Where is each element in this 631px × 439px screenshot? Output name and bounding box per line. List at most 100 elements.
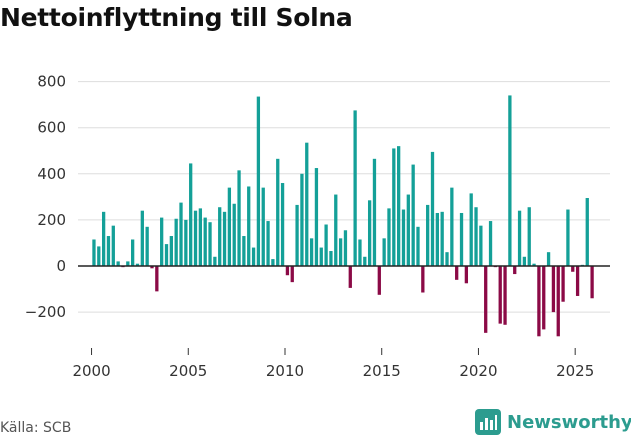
bar	[247, 186, 251, 266]
x-tick-label: 2015	[363, 362, 401, 380]
bar	[469, 193, 473, 266]
bar	[314, 168, 319, 266]
bar	[392, 148, 396, 266]
bar	[546, 252, 551, 266]
bar	[203, 217, 207, 266]
bar	[575, 266, 580, 296]
bar	[590, 266, 594, 299]
bar	[242, 236, 246, 266]
bar	[358, 239, 362, 266]
y-tick-label: −200	[25, 303, 66, 321]
bar	[430, 151, 435, 266]
bar	[334, 194, 338, 266]
bar	[416, 226, 420, 266]
bar	[256, 96, 261, 266]
bar	[571, 266, 575, 272]
bar	[363, 256, 367, 266]
bar	[542, 266, 546, 330]
bar	[135, 263, 140, 266]
bars	[92, 95, 594, 337]
bar	[513, 266, 517, 275]
bar	[387, 208, 391, 267]
brand-logo: Newsworthy	[475, 406, 631, 438]
bar	[464, 266, 469, 284]
bar	[160, 217, 164, 266]
bar	[251, 247, 256, 266]
source-label: Källa: SCB	[0, 420, 72, 436]
bar	[426, 204, 430, 266]
bar	[222, 211, 227, 266]
bar	[397, 146, 401, 266]
bar	[319, 247, 323, 266]
chart-title: Nettoinflyttning till Solna	[0, 3, 353, 32]
bar	[285, 266, 290, 276]
bar	[208, 222, 212, 266]
bar	[343, 230, 348, 266]
bar	[372, 158, 377, 266]
bar	[401, 209, 406, 266]
bar	[421, 266, 425, 293]
bar	[329, 251, 333, 266]
bar	[232, 203, 236, 266]
bar	[280, 183, 285, 266]
bar	[295, 204, 299, 266]
bar	[537, 266, 541, 337]
bar	[126, 261, 130, 266]
bar	[556, 266, 560, 337]
y-tick-label: 600	[37, 119, 66, 137]
bar	[348, 266, 352, 288]
bar	[440, 211, 444, 266]
bar	[227, 187, 232, 266]
bar	[338, 238, 343, 266]
bar	[213, 256, 217, 266]
y-tick-label: 200	[37, 211, 66, 229]
bar	[459, 212, 464, 267]
bar	[474, 207, 478, 266]
bar	[527, 207, 531, 266]
bar	[164, 244, 169, 266]
bar	[101, 211, 106, 266]
bar	[189, 163, 193, 266]
bar	[276, 158, 280, 266]
bar	[367, 200, 372, 266]
x-tick-label: 2025	[556, 362, 594, 380]
bar	[585, 198, 589, 266]
x-tick-label: 2000	[72, 362, 110, 380]
bar	[106, 236, 111, 266]
bar	[551, 266, 556, 313]
bar	[92, 239, 96, 266]
y-tick-label: 0	[56, 257, 66, 275]
bar	[445, 252, 449, 266]
x-tick-label: 2010	[266, 362, 304, 380]
bar	[155, 266, 159, 292]
brand-name: Newsworthy	[507, 411, 631, 433]
bar	[140, 210, 144, 266]
bar	[150, 266, 154, 269]
bar	[97, 246, 101, 266]
bar	[290, 266, 294, 283]
bar	[406, 194, 410, 266]
bar	[377, 266, 381, 295]
bar	[271, 259, 275, 266]
bar	[503, 266, 507, 325]
bar	[479, 225, 483, 266]
bar	[508, 95, 512, 267]
bar	[218, 207, 222, 266]
bar	[309, 238, 314, 266]
bar	[517, 210, 522, 266]
bar	[261, 187, 265, 266]
bar	[435, 212, 439, 267]
x-tick-label: 2005	[169, 362, 207, 380]
bar	[193, 210, 198, 266]
bar	[300, 173, 304, 266]
bar	[116, 261, 120, 266]
grid-lines	[78, 81, 610, 313]
y-tick-label: 400	[37, 165, 66, 183]
bar	[111, 225, 115, 266]
bar	[169, 236, 173, 266]
x-axis-ticks: 2000 2005 2010 2015 2020 2025	[72, 348, 594, 380]
bar	[382, 238, 386, 266]
bar	[455, 266, 459, 280]
bar	[198, 208, 203, 267]
